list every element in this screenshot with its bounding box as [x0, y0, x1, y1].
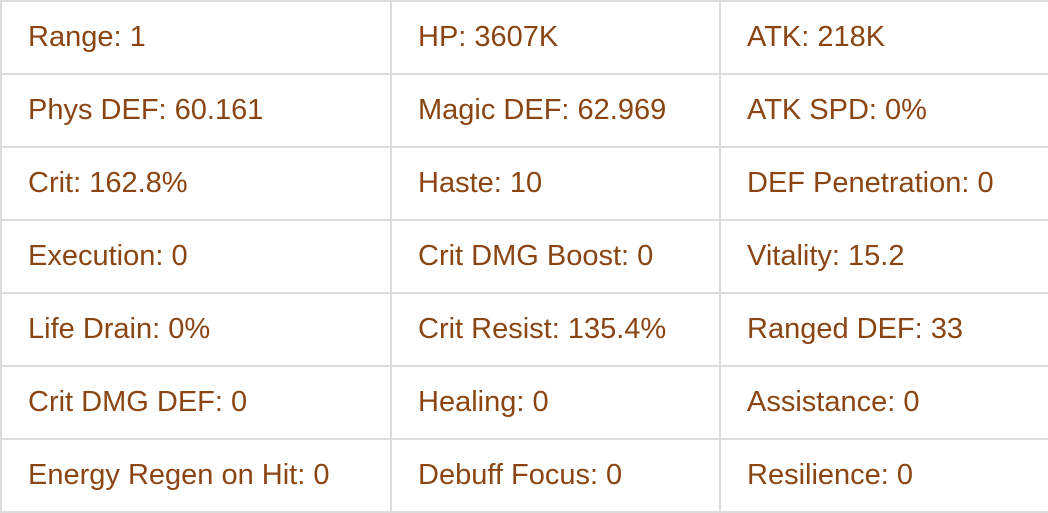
stat-cell: Assistance: 0 [719, 365, 1048, 440]
stats-row: Range: 1 HP: 3607K ATK: 218K [0, 0, 1048, 75]
stat-cell: Crit DMG Boost: 0 [390, 219, 721, 294]
stats-row: Energy Regen on Hit: 0 Debuff Focus: 0 Res… [0, 438, 1048, 513]
stat-cell: HP: 3607K [390, 0, 721, 75]
stat-cell: Crit DMG DEF: 0 [0, 365, 392, 440]
stat-cell: Crit: 162.8% [0, 146, 392, 221]
stat-cell: Life Drain: 0% [0, 292, 392, 367]
stat-cell: Haste: 10 [390, 146, 721, 221]
stat-cell: Vitality: 15.2 [719, 219, 1048, 294]
stat-cell: Execution: 0 [0, 219, 392, 294]
stat-cell: DEF Penetration: 0 [719, 146, 1048, 221]
stat-cell: Healing: 0 [390, 365, 721, 440]
stat-cell: Range: 1 [0, 0, 392, 75]
stat-cell: Ranged DEF: 33 [719, 292, 1048, 367]
stat-cell: Phys DEF: 60.161 [0, 73, 392, 148]
stat-cell: Crit Resist: 135.4% [390, 292, 721, 367]
stat-cell: ATK: 218K [719, 0, 1048, 75]
stat-cell: ATK SPD: 0% [719, 73, 1048, 148]
stats-row: Phys DEF: 60.161 Magic DEF: 62.969 ATK SPD… [0, 73, 1048, 148]
stat-cell: Resilience: 0 [719, 438, 1048, 513]
stat-cell: Debuff Focus: 0 [390, 438, 721, 513]
stats-row: Execution: 0 Crit DMG Boost: 0 Vitality: 1… [0, 219, 1048, 294]
stats-row: Crit DMG DEF: 0 Healing: 0 Assistance: 0 [0, 365, 1048, 440]
stat-cell: Energy Regen on Hit: 0 [0, 438, 392, 513]
stats-row: Life Drain: 0% Crit Resist: 135.4% Ranged … [0, 292, 1048, 367]
stat-cell: Magic DEF: 62.969 [390, 73, 721, 148]
stats-row: Crit: 162.8% Haste: 10 DEF Penetration: 0 [0, 146, 1048, 221]
